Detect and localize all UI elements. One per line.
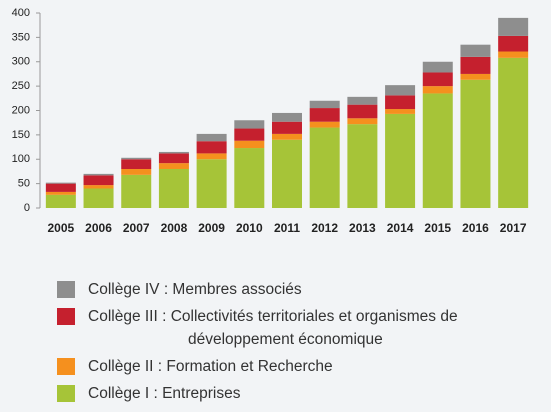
legend-label: Collège I : Entreprises bbox=[88, 385, 241, 402]
bar-segment bbox=[385, 109, 416, 114]
bar-segment bbox=[121, 159, 152, 169]
legend: Collège IV : Membres associés Collège III… bbox=[57, 278, 551, 409]
bar-segment bbox=[45, 183, 76, 192]
x-tick-label: 2009 bbox=[198, 221, 225, 235]
bar-segment bbox=[158, 163, 189, 169]
bar-segment bbox=[498, 51, 529, 58]
bar-segment bbox=[45, 194, 76, 208]
bar-segment bbox=[460, 44, 491, 57]
legend-item: Collège IV : Membres associés bbox=[57, 278, 551, 301]
legend-item: Collège III : Collectivités territoriale… bbox=[57, 305, 551, 351]
bar-segment bbox=[196, 141, 227, 154]
y-tick-label: 100 bbox=[12, 153, 30, 165]
y-tick-label: 0 bbox=[24, 202, 30, 214]
y-tick-label: 250 bbox=[12, 80, 30, 92]
bar-segment bbox=[422, 72, 453, 87]
legend-item: Collège II : Formation et Recherche bbox=[57, 355, 551, 378]
bar-segment bbox=[121, 174, 152, 208]
x-tick-label: 2010 bbox=[236, 221, 263, 235]
bar-segment bbox=[196, 153, 227, 160]
bar-segment bbox=[347, 118, 378, 125]
bar-segment bbox=[385, 95, 416, 110]
bar-segment bbox=[45, 191, 76, 195]
bar-segment bbox=[498, 17, 529, 36]
bar-segment bbox=[309, 127, 340, 208]
bar-segment bbox=[83, 188, 114, 208]
bar-segment bbox=[422, 61, 453, 73]
bar-segment bbox=[422, 93, 453, 208]
legend-label: Collège III : Collectivités territoriale… bbox=[88, 308, 458, 348]
bar-segment bbox=[234, 128, 265, 141]
bar-segment bbox=[234, 120, 265, 129]
bar-segment bbox=[234, 148, 265, 208]
legend-swatch bbox=[57, 281, 75, 298]
y-tick-label: 400 bbox=[12, 7, 30, 19]
bar-segment bbox=[347, 104, 378, 119]
x-tick-label: 2013 bbox=[349, 221, 376, 235]
y-tick-label: 50 bbox=[18, 178, 30, 190]
bar-segment bbox=[385, 113, 416, 208]
y-tick-label: 300 bbox=[12, 56, 30, 68]
legend-item: Collège I : Entreprises bbox=[57, 382, 551, 405]
x-tick-label: 2015 bbox=[424, 221, 451, 235]
bar-segment bbox=[83, 185, 114, 189]
bar-segment bbox=[272, 112, 302, 122]
bar-segment bbox=[83, 173, 114, 176]
x-tick-label: 2005 bbox=[47, 221, 74, 235]
bar-segment bbox=[158, 153, 189, 164]
bar-segment bbox=[347, 96, 378, 105]
x-tick-label: 2014 bbox=[387, 221, 414, 235]
bar-segment bbox=[196, 133, 227, 142]
bar-segment bbox=[460, 56, 491, 74]
y-tick-label: 350 bbox=[12, 31, 30, 43]
bar-segment bbox=[460, 73, 491, 80]
x-tick-label: 2007 bbox=[123, 221, 150, 235]
bar-segment bbox=[385, 85, 416, 96]
bar-segment bbox=[498, 35, 529, 52]
bar-segment bbox=[422, 86, 453, 94]
bar-segment bbox=[309, 108, 340, 122]
x-tick-label: 2008 bbox=[161, 221, 188, 235]
bar-segment bbox=[309, 100, 340, 109]
x-tick-label: 2006 bbox=[85, 221, 112, 235]
bar-segment bbox=[45, 182, 76, 184]
legend-swatch bbox=[57, 385, 75, 402]
legend-swatch bbox=[57, 358, 75, 375]
x-tick-label: 2016 bbox=[462, 221, 489, 235]
chart: 0 50 100 150 200 250 300 350 400 2005 2006 2007 2008… bbox=[12, 7, 529, 235]
bar-segment bbox=[121, 157, 152, 160]
bar-segment bbox=[158, 169, 189, 208]
bar-segment bbox=[498, 57, 529, 208]
bar-segment bbox=[196, 159, 227, 208]
y-tick-label: 200 bbox=[12, 104, 30, 116]
bar-segment bbox=[121, 169, 152, 175]
bar-segment bbox=[272, 121, 302, 134]
bar-segment bbox=[309, 121, 340, 128]
bar-segment bbox=[272, 133, 302, 140]
x-tick-label: 2017 bbox=[500, 221, 527, 235]
bar-segment bbox=[347, 124, 378, 208]
bar-segment bbox=[272, 139, 302, 208]
legend-label: Collège IV : Membres associés bbox=[88, 281, 302, 298]
bar-segment bbox=[460, 79, 491, 208]
bar-segment bbox=[158, 151, 189, 154]
bar-segment bbox=[83, 175, 114, 186]
bar-segment bbox=[234, 140, 265, 149]
y-tick-label: 150 bbox=[12, 129, 30, 141]
legend-label: Collège II : Formation et Recherche bbox=[88, 358, 333, 375]
x-tick-label: 2012 bbox=[311, 221, 338, 235]
x-tick-label: 2011 bbox=[274, 221, 300, 235]
legend-swatch bbox=[57, 308, 75, 325]
